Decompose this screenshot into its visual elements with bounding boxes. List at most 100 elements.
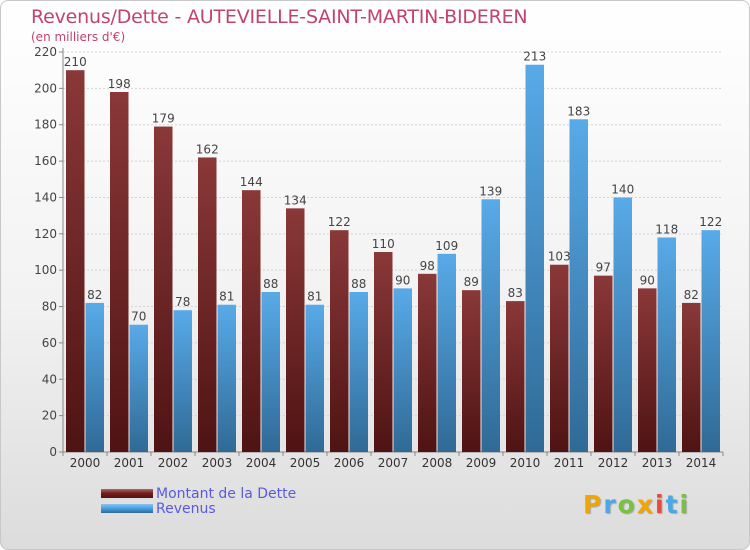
bar-dette (286, 208, 305, 452)
y-tick-label: 180 (34, 118, 57, 132)
logo-letter: x (636, 490, 655, 519)
y-tick-label: 80 (42, 300, 57, 314)
y-tick-label: 60 (42, 336, 57, 350)
data-label: 134 (284, 193, 307, 207)
x-tick-label: 2007 (378, 456, 409, 470)
x-tick-label: 2003 (202, 456, 233, 470)
data-label: 103 (548, 250, 571, 264)
x-tick-label: 2000 (70, 456, 101, 470)
data-label: 122 (699, 215, 722, 229)
logo-letter: P (583, 490, 604, 519)
y-tick-label: 100 (34, 263, 57, 277)
x-tick-label: 2010 (510, 456, 541, 470)
x-tick-label: 2012 (598, 456, 629, 470)
logo-letter: t (665, 490, 680, 519)
bar-dette (594, 275, 613, 452)
data-label: 210 (64, 55, 87, 69)
y-tick-label: 140 (34, 190, 57, 204)
data-label: 198 (108, 77, 131, 91)
x-tick-label: 2011 (554, 456, 585, 470)
logo-letter: o (617, 490, 637, 519)
x-tick-label: 2004 (246, 456, 277, 470)
x-tick-label: 2001 (114, 456, 145, 470)
bar-dette (330, 230, 349, 452)
logo-letter: i (679, 490, 691, 519)
data-label: 109 (435, 239, 458, 253)
bar-revenus (85, 302, 104, 452)
data-label: 81 (219, 290, 234, 304)
bar-dette (154, 126, 173, 452)
x-tick-label: 2006 (334, 456, 365, 470)
legend-swatch-revenus (101, 504, 153, 513)
bar-dette (462, 290, 481, 452)
bar-revenus (657, 237, 676, 452)
data-label: 82 (87, 288, 102, 302)
data-label: 90 (395, 273, 410, 287)
data-label: 88 (263, 277, 278, 291)
data-label: 97 (596, 261, 611, 275)
data-label: 118 (655, 222, 678, 236)
y-tick-label: 200 (34, 81, 57, 95)
bar-revenus (613, 197, 632, 452)
data-label: 81 (307, 290, 322, 304)
bar-revenus (217, 304, 236, 452)
bar-revenus (261, 292, 280, 452)
bar-revenus (349, 292, 368, 452)
data-label: 122 (328, 215, 351, 229)
bar-revenus (393, 288, 412, 452)
x-tick-label: 2008 (422, 456, 453, 470)
data-label: 110 (372, 237, 395, 251)
chart-title: Revenus/Dette - AUTEVIELLE-SAINT-MARTIN-… (31, 6, 528, 28)
chart-subtitle: (en milliers d'€) (31, 30, 126, 44)
logo-letter: r (603, 490, 618, 519)
y-tick-label: 20 (42, 409, 57, 423)
bar-revenus (437, 253, 456, 452)
bar-revenus (569, 119, 588, 452)
x-tick-label: 2005 (290, 456, 321, 470)
y-tick-label: 220 (34, 45, 57, 59)
data-label: 82 (684, 288, 699, 302)
legend-label-dette: Montant de la Dette (156, 486, 297, 502)
data-label: 179 (152, 112, 175, 126)
bar-revenus (173, 310, 192, 452)
legend-label-revenus: Revenus (156, 501, 216, 517)
data-label: 162 (196, 142, 219, 156)
x-tick-label: 2014 (686, 456, 717, 470)
bar-dette (110, 92, 129, 452)
bar-revenus (701, 230, 720, 452)
bar-revenus (481, 199, 500, 452)
y-tick-label: 160 (34, 154, 57, 168)
y-tick-label: 0 (49, 445, 57, 459)
data-label: 213 (523, 50, 546, 64)
bar-revenus (129, 324, 148, 452)
data-label: 140 (611, 182, 634, 196)
x-tick-label: 2002 (158, 456, 189, 470)
bar-dette (418, 273, 437, 452)
bar-dette (66, 70, 85, 452)
data-label: 139 (479, 184, 502, 198)
proxiti-logo: Proxiti (583, 490, 690, 519)
bar-dette (638, 288, 657, 452)
y-tick-label: 40 (42, 372, 57, 386)
data-label: 78 (175, 295, 190, 309)
data-label: 90 (640, 273, 655, 287)
bar-dette (242, 190, 261, 452)
bar-dette (198, 157, 217, 453)
data-label: 183 (567, 104, 590, 118)
logo-letter: i (655, 490, 666, 519)
data-label: 98 (420, 259, 435, 273)
legend-swatch-dette (101, 489, 153, 498)
x-tick-label: 2009 (466, 456, 497, 470)
bar-dette (506, 301, 525, 452)
bar-revenus (305, 304, 324, 452)
data-label: 83 (508, 286, 523, 300)
data-label: 89 (464, 275, 479, 289)
bar-dette (550, 264, 569, 452)
x-tick-label: 2013 (642, 456, 673, 470)
bar-dette (682, 302, 701, 452)
bar-dette (374, 252, 393, 452)
bar-revenus (525, 64, 544, 453)
data-label: 144 (240, 175, 263, 189)
